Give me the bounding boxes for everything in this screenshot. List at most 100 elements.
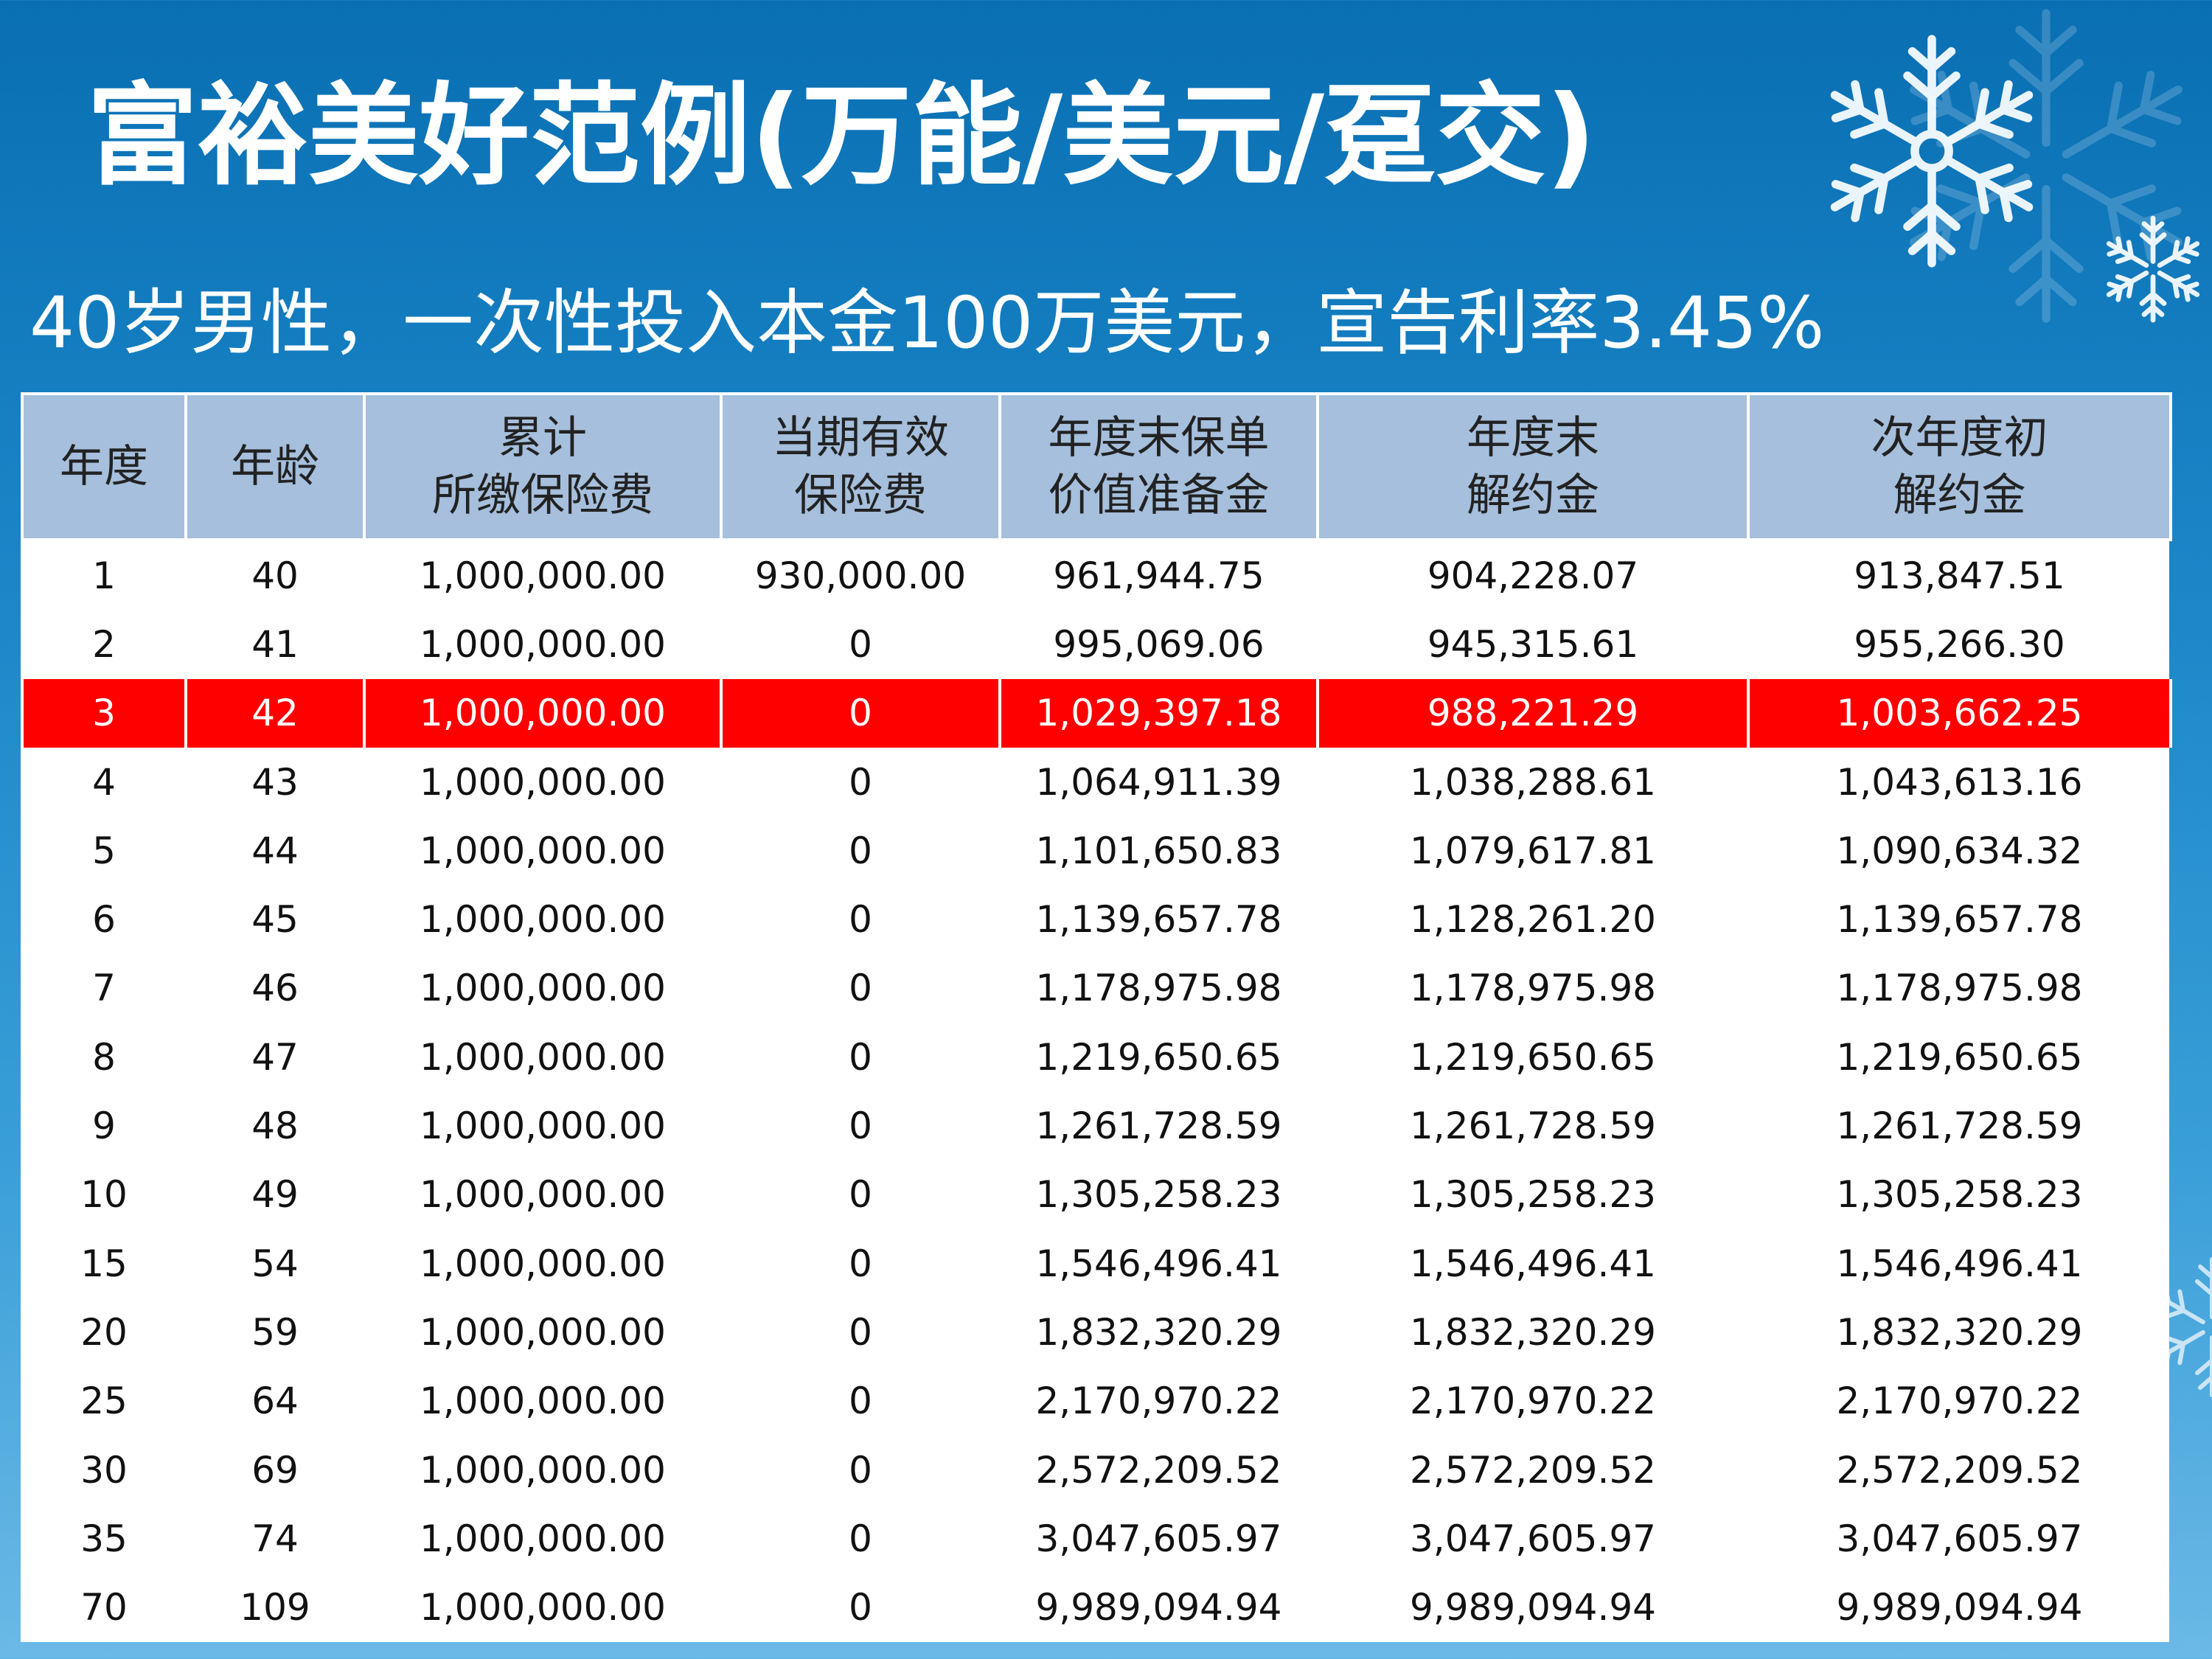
- current-premium-cell: 0: [720, 678, 1001, 748]
- age-cell: 49: [251, 1173, 299, 1217]
- table-row: 30 69 1,000,000.00 0 2,572,209.52 2,572,209.5…: [22, 1436, 2171, 1504]
- current-premium-cell: 0: [849, 967, 872, 1010]
- policy-reserve-cell: 1,139,657.78: [1035, 898, 1282, 942]
- policy-reserve-cell: 1,261,728.59: [1035, 1105, 1282, 1148]
- year-cell: 9: [92, 1105, 116, 1148]
- table-row: 35 74 1,000,000.00 0 3,047,605.97 3,047,605.9…: [22, 1504, 2171, 1573]
- year-end-surrender-cell: 2,572,209.52: [1410, 1448, 1656, 1492]
- year-cell: 20: [80, 1310, 128, 1354]
- year-end-surrender-cell: 1,219,650.65: [1410, 1035, 1656, 1079]
- cumulative-premium-cell: 1,000,000.00: [420, 622, 666, 666]
- year-end-surrender-cell: 1,128,261.20: [1410, 898, 1656, 942]
- policy-reserve-cell: 1,029,397.18: [998, 678, 1319, 748]
- age-cell: 42: [184, 678, 366, 748]
- current-premium-cell: 0: [849, 622, 872, 666]
- snowflake-faint-icon: [1880, 0, 2212, 332]
- age-cell: 43: [251, 760, 299, 804]
- year-cell: 6: [92, 898, 116, 942]
- table-row: 1 40 1,000,000.00 930,000.00 961,944.75 904,2…: [22, 540, 2171, 610]
- current-premium-cell: 0: [849, 1448, 872, 1492]
- year-cell: 70: [80, 1586, 128, 1630]
- illustration-table: 年度 年龄 累计 所缴保险费 当期有效 保险费 年度末保单 价值准备金 年度末 解约金 …: [21, 392, 2172, 1642]
- next-year-surrender-cell: 1,219,650.65: [1836, 1035, 2083, 1079]
- year-end-surrender-cell: 2,170,970.22: [1410, 1380, 1656, 1423]
- age-cell: 47: [251, 1035, 299, 1079]
- year-end-surrender-cell: 9,989,094.94: [1410, 1586, 1656, 1630]
- policy-reserve-cell: 1,546,496.41: [1035, 1242, 1282, 1285]
- cumulative-premium-cell: 1,000,000.00: [420, 760, 666, 804]
- table-row: 3 42 1,000,000.00 0 1,029,397.18 988,221.29 1,…: [21, 678, 2172, 748]
- current-premium-cell: 0: [849, 1310, 872, 1354]
- age-cell: 45: [251, 898, 299, 942]
- table-body: 1 40 1,000,000.00 930,000.00 961,944.75 904,2…: [21, 540, 2172, 1642]
- cumulative-premium-cell: 1,000,000.00: [420, 967, 666, 1010]
- year-end-surrender-cell: 1,305,258.23: [1410, 1173, 1656, 1217]
- age-cell: 46: [251, 967, 299, 1010]
- policy-reserve-cell: 2,170,970.22: [1035, 1380, 1282, 1423]
- year-cell: 8: [92, 1035, 116, 1079]
- header-cumulative-premium: 累计 所缴保险费: [363, 392, 723, 541]
- next-year-surrender-cell: 1,043,613.16: [1836, 760, 2083, 804]
- table-row: 9 48 1,000,000.00 0 1,261,728.59 1,261,728.59…: [22, 1091, 2171, 1160]
- cumulative-premium-cell: 1,000,000.00: [420, 1173, 666, 1217]
- year-cell: 3: [21, 678, 187, 748]
- year-end-surrender-cell: 988,221.29: [1316, 678, 1750, 748]
- cumulative-premium-cell: 1,000,000.00: [420, 554, 666, 597]
- policy-reserve-cell: 9,989,094.94: [1035, 1586, 1282, 1630]
- current-premium-cell: 0: [849, 760, 872, 804]
- header-year-end-surrender: 年度末 解约金: [1316, 392, 1750, 541]
- table-row: 10 49 1,000,000.00 0 1,305,258.23 1,305,258.2…: [22, 1161, 2171, 1229]
- next-year-surrender-cell: 1,090,634.32: [1836, 829, 2083, 872]
- year-end-surrender-cell: 3,047,605.97: [1410, 1517, 1656, 1560]
- header-next-year-surrender: 次年度初 解约金: [1747, 392, 2172, 541]
- cumulative-premium-cell: 1,000,000.00: [420, 1242, 666, 1285]
- year-cell: 1: [92, 554, 116, 597]
- age-cell: 64: [251, 1380, 299, 1423]
- current-premium-cell: 0: [849, 1242, 872, 1285]
- current-premium-cell: 0: [849, 1586, 872, 1630]
- cumulative-premium-cell: 1,000,000.00: [420, 1035, 666, 1079]
- year-cell: 4: [92, 760, 116, 804]
- policy-reserve-cell: 995,069.06: [1053, 622, 1265, 666]
- next-year-surrender-cell: 913,847.51: [1854, 554, 2065, 597]
- policy-reserve-cell: 1,305,258.23: [1035, 1173, 1282, 1217]
- next-year-surrender-cell: 1,261,728.59: [1836, 1105, 2083, 1148]
- year-cell: 5: [92, 829, 116, 872]
- header-age: 年龄: [184, 392, 366, 541]
- next-year-surrender-cell: 2,170,970.22: [1836, 1380, 2083, 1423]
- year-end-surrender-cell: 1,038,288.61: [1410, 760, 1656, 804]
- cumulative-premium-cell: 1,000,000.00: [420, 1310, 666, 1354]
- page-subtitle: 40岁男性，一次性投入本金100万美元，宣告利率3.45%: [29, 282, 1825, 364]
- age-cell: 59: [251, 1310, 299, 1354]
- current-premium-cell: 0: [849, 1173, 872, 1217]
- age-cell: 74: [251, 1517, 299, 1560]
- table-row: 4 43 1,000,000.00 0 1,064,911.39 1,038,288.61…: [22, 748, 2171, 816]
- year-cell: 15: [80, 1242, 128, 1285]
- year-end-surrender-cell: 1,261,728.59: [1410, 1105, 1656, 1148]
- policy-reserve-cell: 1,219,650.65: [1035, 1035, 1282, 1079]
- cumulative-premium-cell: 1,000,000.00: [420, 1105, 666, 1148]
- year-cell: 10: [80, 1173, 128, 1217]
- current-premium-cell: 0: [849, 1380, 872, 1423]
- next-year-surrender-cell: 1,003,662.25: [1747, 678, 2172, 748]
- current-premium-cell: 930,000.00: [754, 554, 967, 597]
- age-cell: 44: [251, 829, 299, 872]
- header-current-premium: 当期有效 保险费: [720, 392, 1001, 541]
- header-policy-reserve: 年度末保单 价值准备金: [998, 392, 1319, 541]
- year-end-surrender-cell: 1,178,975.98: [1410, 967, 1656, 1010]
- table-row: 5 44 1,000,000.00 0 1,101,650.83 1,079,617.81…: [22, 816, 2171, 885]
- cumulative-premium-cell: 1,000,000.00: [420, 829, 666, 872]
- year-end-surrender-cell: 1,546,496.41: [1410, 1242, 1656, 1285]
- current-premium-cell: 0: [849, 898, 872, 942]
- cumulative-premium-cell: 1,000,000.00: [420, 1586, 666, 1630]
- year-cell: 35: [80, 1517, 128, 1560]
- age-cell: 69: [251, 1448, 299, 1492]
- policy-reserve-cell: 2,572,209.52: [1035, 1448, 1282, 1492]
- table-row: 2 41 1,000,000.00 0 995,069.06 945,315.61 955,…: [22, 610, 2171, 678]
- policy-reserve-cell: 1,832,320.29: [1035, 1310, 1282, 1354]
- policy-reserve-cell: 961,944.75: [1053, 554, 1265, 597]
- cumulative-premium-cell: 1,000,000.00: [420, 1517, 666, 1560]
- next-year-surrender-cell: 1,305,258.23: [1836, 1173, 2083, 1217]
- next-year-surrender-cell: 1,139,657.78: [1836, 898, 2083, 942]
- policy-reserve-cell: 1,101,650.83: [1035, 829, 1282, 872]
